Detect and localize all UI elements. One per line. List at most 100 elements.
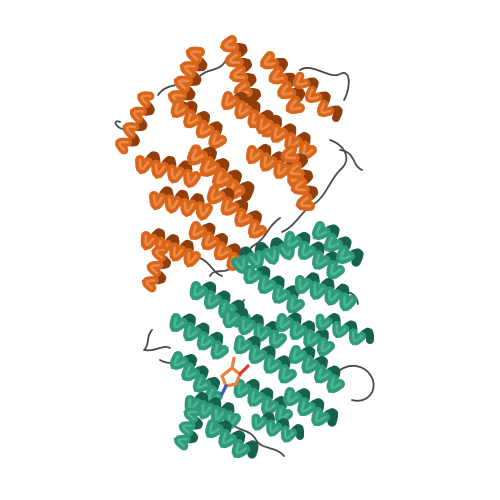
helix-highlight bbox=[278, 408, 290, 421]
helix-highlight bbox=[196, 377, 208, 390]
helix-highlight bbox=[198, 204, 210, 217]
helix-highlight bbox=[133, 110, 144, 121]
helix-highlight bbox=[154, 248, 166, 259]
helix-highlight bbox=[232, 68, 245, 79]
helix-highlight bbox=[289, 297, 302, 310]
helix-highlight bbox=[308, 88, 320, 100]
helix-highlight bbox=[286, 390, 299, 403]
helix-highlight bbox=[241, 319, 253, 332]
helix-highlight bbox=[279, 316, 291, 329]
helix-highlight bbox=[170, 167, 182, 180]
helix-highlight bbox=[254, 416, 265, 428]
helix-highlight bbox=[237, 103, 250, 116]
ligand-bond bbox=[220, 384, 228, 396]
helix-highlight bbox=[145, 279, 156, 290]
loop-coil bbox=[143, 329, 171, 352]
helix-highlight bbox=[252, 348, 264, 361]
helix-highlight bbox=[214, 344, 226, 356]
helix-highlight bbox=[257, 326, 268, 339]
helix-highlight bbox=[177, 79, 190, 90]
helix-highlight bbox=[210, 188, 223, 201]
helix-highlight bbox=[224, 94, 236, 107]
helix-highlight bbox=[315, 254, 328, 267]
loop-coil bbox=[227, 419, 285, 457]
helix-highlight bbox=[223, 38, 236, 49]
helix-highlight bbox=[314, 410, 327, 423]
helix-highlight bbox=[259, 118, 271, 131]
helix-highlight bbox=[250, 253, 261, 266]
ligand-bond bbox=[238, 364, 250, 376]
helix-highlight bbox=[172, 246, 184, 258]
helix-highlight bbox=[281, 367, 294, 380]
helix-highlight bbox=[138, 158, 150, 171]
helix-highlight bbox=[214, 408, 225, 421]
helix-highlight bbox=[189, 50, 202, 61]
helix-highlight bbox=[273, 127, 285, 139]
helix-highlight bbox=[125, 125, 137, 136]
helix-highlight bbox=[187, 251, 198, 264]
helix-highlight bbox=[251, 222, 264, 235]
helix-highlight bbox=[183, 201, 194, 214]
helix-highlight bbox=[339, 248, 352, 261]
helix-highlight bbox=[287, 234, 299, 247]
helix-highlight bbox=[320, 102, 332, 114]
helix-highlight bbox=[269, 422, 280, 434]
helix-highlight bbox=[292, 348, 304, 361]
helix-highlight bbox=[182, 424, 193, 434]
helix-highlight bbox=[186, 325, 198, 338]
helix-highlight bbox=[211, 133, 224, 146]
helix-highlight bbox=[234, 258, 246, 271]
helix-highlight bbox=[118, 140, 129, 152]
helix-highlight bbox=[265, 249, 276, 261]
helix-highlight bbox=[228, 53, 241, 64]
helix-highlight bbox=[300, 400, 313, 413]
helix-highlight bbox=[315, 224, 328, 237]
helix-highlight bbox=[186, 112, 199, 125]
helix-highlight bbox=[192, 224, 204, 237]
helix-highlight bbox=[272, 333, 284, 346]
helix-highlight bbox=[329, 263, 342, 276]
helix-highlight bbox=[207, 293, 219, 306]
helix-highlight bbox=[226, 312, 238, 325]
helix-highlight bbox=[237, 338, 249, 351]
helix-highlight bbox=[224, 200, 236, 213]
helix-highlight bbox=[352, 331, 363, 343]
helix-highlight bbox=[184, 366, 197, 378]
loop-coils bbox=[114, 59, 375, 457]
helix-highlight bbox=[201, 403, 212, 416]
helix-highlight bbox=[221, 432, 234, 445]
helix-highlight bbox=[272, 69, 285, 81]
helix-highlight bbox=[203, 159, 217, 173]
helix-highlight bbox=[267, 358, 279, 371]
helix-highlight bbox=[318, 316, 330, 328]
ligand-sticks bbox=[220, 356, 250, 396]
helix-highlight bbox=[154, 163, 166, 175]
helix-highlight bbox=[186, 172, 198, 185]
helix-highlight bbox=[217, 245, 229, 257]
helix-highlight bbox=[296, 74, 308, 86]
helix-highlight bbox=[263, 54, 276, 66]
helix-highlight bbox=[193, 284, 205, 297]
loop-coil bbox=[157, 59, 227, 96]
helix-highlight bbox=[306, 332, 318, 345]
loop-coil bbox=[339, 364, 375, 402]
helix-highlight bbox=[335, 324, 347, 335]
loop-coil bbox=[339, 149, 363, 171]
helix-highlight bbox=[168, 198, 179, 210]
helix-highlight bbox=[328, 290, 339, 302]
helix-highlight bbox=[251, 391, 262, 403]
helix-highlight bbox=[289, 164, 302, 176]
helix-highlight bbox=[140, 94, 152, 105]
helix-highlight bbox=[208, 422, 221, 435]
helix-highlight bbox=[152, 194, 164, 207]
helix-highlight bbox=[276, 163, 288, 176]
helix-highlight bbox=[204, 234, 217, 247]
chain-b-helices bbox=[169, 221, 374, 459]
helix-highlight bbox=[216, 171, 229, 185]
helix-highlight bbox=[173, 316, 185, 329]
helix-highlight bbox=[289, 99, 302, 111]
helix-highlight bbox=[200, 334, 212, 347]
helix-highlight bbox=[144, 234, 155, 247]
